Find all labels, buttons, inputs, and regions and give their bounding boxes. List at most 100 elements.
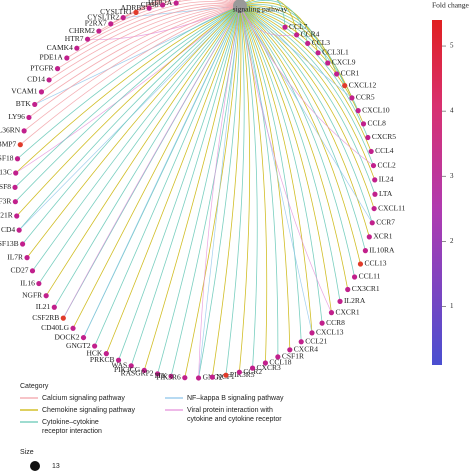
gene-node [298, 339, 304, 345]
gene-label: CD38 [141, 0, 159, 9]
gene-label: TNFRSF13C [0, 168, 12, 177]
gene-label: CCL18 [269, 358, 291, 367]
gene-label: CCR7 [376, 218, 395, 227]
gene-node [54, 66, 61, 72]
edge [57, 4, 241, 69]
gene-label: CD4 [1, 225, 15, 234]
edge [41, 5, 241, 93]
gene-label: P2RX7 [85, 19, 107, 28]
gene-label: LY96 [8, 112, 25, 121]
gene-node [294, 32, 300, 38]
edge [118, 5, 241, 361]
edge [239, 2, 319, 53]
gene-node [371, 205, 377, 212]
gene-label: CCL21 [305, 337, 327, 346]
edge [239, 5, 279, 357]
edge [14, 5, 241, 188]
edge [239, 5, 373, 224]
gene-label: IL21 [36, 302, 51, 311]
gene-label: LTA [379, 189, 393, 198]
gene-node [70, 325, 76, 331]
gene-node [368, 148, 374, 155]
edge [198, 5, 241, 379]
gene-node [372, 191, 378, 197]
gene-label: CD14 [27, 75, 45, 84]
edge [98, 0, 241, 32]
gene-node [168, 373, 174, 379]
gene-node [319, 320, 325, 326]
gene-label: CXCR5 [372, 132, 396, 141]
gene-node [133, 9, 139, 15]
gene-node [103, 351, 109, 357]
gene-label: IL24 [379, 175, 394, 184]
edge [239, 5, 313, 333]
gene-node [32, 101, 38, 108]
gene-label: CSF3R [0, 196, 11, 205]
gene-node [366, 234, 372, 240]
gene-label: CXCL10 [362, 105, 390, 114]
gene-node [12, 199, 18, 205]
gene-label: PIK3R5 [230, 370, 255, 379]
edge [239, 5, 353, 99]
edge [239, 5, 353, 99]
edge [23, 5, 241, 132]
edge [94, 5, 241, 347]
edge [34, 5, 241, 105]
legend-label: Calcium signaling pathway [42, 395, 125, 402]
gene-label: CSF1R [282, 352, 304, 361]
gene-label: PDE1A [39, 53, 63, 62]
gene-label: CYSLTR2 [87, 12, 119, 21]
gene-label: CXCL13 [316, 328, 344, 337]
gene-label: XCR1 [373, 232, 392, 241]
edge [28, 5, 241, 118]
edge [239, 5, 372, 152]
gene-node [36, 280, 42, 287]
gene-label: CXCR1 [335, 307, 359, 316]
gene-label: GNGT2 [66, 341, 91, 350]
edge [239, 5, 376, 195]
gene-label: ADRB3 [121, 3, 146, 12]
gene-label: IL10RA [369, 245, 395, 254]
gene-node [305, 40, 311, 46]
gene-node [14, 156, 21, 162]
gene-node [14, 213, 20, 219]
gene-label: DOCK2 [54, 332, 79, 341]
gene-node [325, 60, 331, 66]
gene-label: ITK [155, 371, 168, 380]
gene-node [345, 286, 351, 293]
gene-label: CCR1 [341, 69, 360, 78]
edge [72, 5, 241, 329]
gene-label: IL7R [7, 252, 23, 261]
gene-node [262, 360, 269, 366]
gene-node [337, 298, 343, 304]
gene-node [223, 372, 229, 378]
gene-node [120, 15, 126, 21]
gene-label: CXCR4 [294, 345, 318, 354]
gene-node [159, 2, 166, 8]
gene-node [84, 36, 91, 42]
hub-node [233, 0, 247, 13]
legend-label: NF–kappa B signaling pathway [187, 395, 284, 402]
edge [66, 3, 241, 59]
edge [157, 5, 241, 374]
gene-node [249, 365, 256, 371]
gene-node [309, 330, 315, 336]
gene-label: TNFSF18 [0, 153, 14, 162]
colorbar-tick-label: 3 [450, 172, 454, 180]
gene-label: CCR5 [356, 93, 375, 102]
gene-node [19, 241, 26, 247]
gene-node [96, 28, 102, 34]
gene-node [275, 354, 281, 360]
gene-node [24, 255, 30, 261]
gene-node [38, 89, 45, 95]
gene-label: CCR4 [301, 30, 320, 39]
edge [239, 0, 309, 44]
edge [239, 5, 268, 364]
gene-node [342, 83, 348, 89]
gene-label: HTR7 [65, 34, 84, 43]
gene-node [12, 184, 18, 190]
gene-label: IL21R [0, 211, 13, 220]
edge [239, 5, 258, 369]
edge [239, 0, 286, 28]
gene-node [46, 77, 52, 83]
